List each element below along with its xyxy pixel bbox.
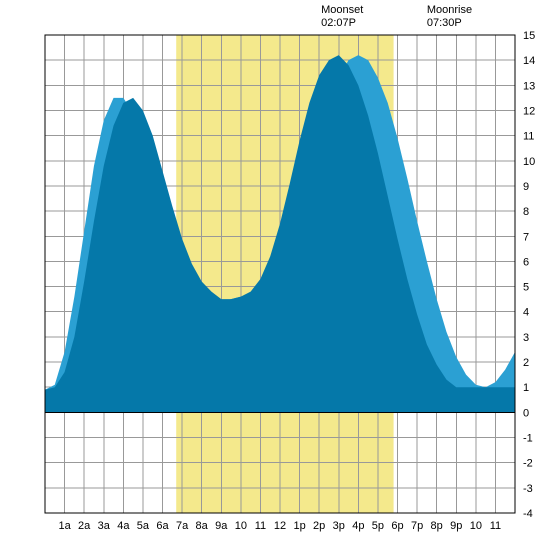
y-tick-label: -3: [523, 483, 533, 495]
x-tick-label: 10: [235, 520, 247, 532]
y-tick-label: -2: [523, 458, 533, 470]
x-tick-label: 1a: [58, 520, 71, 532]
x-tick-label: 4a: [117, 520, 130, 532]
y-tick-label: 14: [523, 55, 535, 67]
x-tick-label: 2a: [78, 520, 91, 532]
x-tick-label: 7a: [176, 520, 189, 532]
x-tick-label: 2p: [313, 520, 325, 532]
y-tick-label: -4: [523, 508, 533, 520]
y-tick-label: 11: [523, 131, 534, 143]
x-tick-label: 11: [490, 520, 501, 532]
x-tick-label: 10: [470, 520, 482, 532]
chart-svg: -4-3-2-101234567891011121314151a2a3a4a5a…: [0, 0, 550, 550]
y-tick-label: -1: [523, 433, 533, 445]
moonrise-label: Moonrise: [427, 4, 472, 16]
tide-chart: -4-3-2-101234567891011121314151a2a3a4a5a…: [0, 0, 550, 550]
y-tick-label: 13: [523, 80, 535, 92]
y-tick-label: 1: [523, 382, 529, 394]
x-tick-label: 3a: [98, 520, 111, 532]
x-tick-label: 12: [274, 520, 286, 532]
y-tick-label: 4: [523, 307, 529, 319]
x-tick-label: 4p: [352, 520, 364, 532]
moonset-label: Moonset: [321, 4, 363, 16]
moonrise-time: 07:30P: [427, 17, 462, 29]
x-tick-label: 5p: [372, 520, 384, 532]
y-tick-label: 2: [523, 357, 529, 369]
x-tick-label: 9p: [450, 520, 462, 532]
x-tick-label: 6a: [156, 520, 169, 532]
x-tick-label: 9a: [215, 520, 228, 532]
y-tick-label: 12: [523, 105, 535, 117]
x-tick-label: 6p: [391, 520, 403, 532]
x-tick-label: 1p: [293, 520, 305, 532]
y-tick-label: 10: [523, 156, 535, 168]
x-tick-label: 5a: [137, 520, 150, 532]
y-tick-label: 3: [523, 332, 529, 344]
x-tick-label: 7p: [411, 520, 423, 532]
x-tick-label: 8p: [431, 520, 443, 532]
y-tick-label: 15: [523, 30, 535, 42]
y-tick-label: 0: [523, 407, 529, 419]
x-tick-label: 8a: [196, 520, 209, 532]
y-tick-label: 7: [523, 231, 529, 243]
y-tick-label: 6: [523, 256, 529, 268]
x-tick-label: 3p: [333, 520, 345, 532]
y-tick-label: 9: [523, 181, 529, 193]
moonset-time: 02:07P: [321, 17, 356, 29]
x-tick-label: 11: [255, 520, 266, 532]
y-tick-label: 5: [523, 282, 529, 294]
y-tick-label: 8: [523, 206, 529, 218]
